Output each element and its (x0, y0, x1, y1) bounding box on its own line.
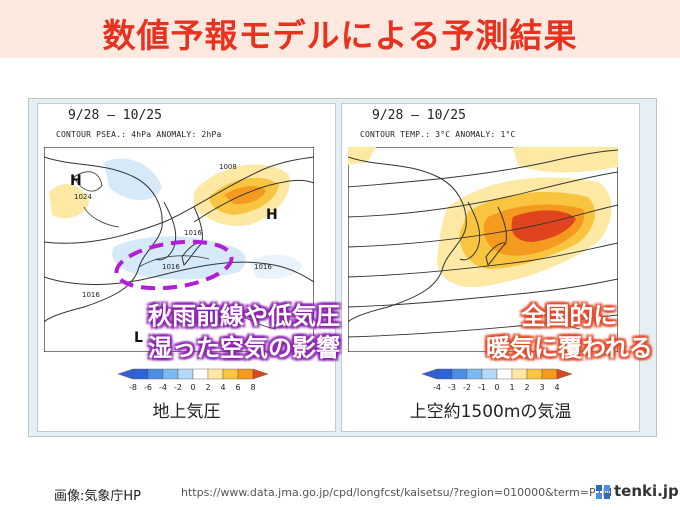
right-date: 9/28 – 10/25 (372, 108, 466, 123)
colorbar-segment (177, 368, 194, 380)
tenki-logo-icon (596, 484, 610, 499)
isobar-label: 1016 (162, 263, 180, 271)
colorbar-segment (237, 368, 254, 380)
colorbar-tick-label: 8 (250, 383, 255, 392)
left-date: 9/28 – 10/25 (68, 108, 162, 123)
page-title: 数値予報モデルによる予測結果 (102, 16, 578, 55)
temperature-map (348, 147, 618, 352)
source-url[interactable]: https://www.data.jma.go.jp/cpd/longfcst/… (181, 486, 613, 499)
colorbar-tick-label: -6 (144, 383, 152, 392)
colorbar-segment (192, 368, 209, 380)
right-contour-info: CONTOUR TEMP.: 3°C ANOMALY: 1°C (360, 130, 516, 139)
colorbar-segment (421, 368, 438, 380)
isobar-label: 1016 (184, 229, 202, 237)
colorbar-tick-label: 4 (554, 383, 559, 392)
left-callout: 秋雨前線や低気圧 湿った空気の影響 (148, 300, 340, 364)
colorbar-segment (222, 368, 239, 380)
colorbar-segment (207, 368, 224, 380)
colorbar-tick-label: -1 (478, 383, 486, 392)
right-callout-line2: 暖気に覆われる (486, 334, 653, 362)
image-credit: 画像:気象庁HP (54, 489, 141, 504)
colorbar-segment (252, 368, 269, 380)
isobar-label: 1016 (82, 291, 100, 299)
colorbar-tick-label: -2 (174, 383, 182, 392)
tenki-logo: tenki.jp (595, 482, 679, 500)
right-callout: 全国的に 暖気に覆われる (486, 300, 653, 364)
colorbar-segment (526, 368, 543, 380)
colorbar-segment (436, 368, 453, 380)
temperature-panel: 9/28 – 10/25 CONTOUR TEMP.: 3°C ANOMALY:… (341, 103, 640, 432)
low-pressure-label: L (134, 330, 143, 346)
title-bar: 数値予報モデルによる予測結果 (0, 0, 680, 58)
colorbar-tick-label: 3 (539, 383, 544, 392)
colorbar-tick-label: -8 (129, 383, 137, 392)
tenki-logo-text: tenki.jp (614, 482, 679, 500)
isobar-label: 1008 (219, 163, 237, 171)
colorbar-tick-label: -4 (159, 383, 167, 392)
right-callout-line1: 全国的に (521, 302, 618, 330)
pressure-anomaly-colorbar: -8 -6 -4 -2 0 2 4 6 8 (117, 368, 269, 392)
colorbar-tick-label: 0 (494, 383, 499, 392)
colorbar-segment (496, 368, 513, 380)
left-contour-info: CONTOUR PSEA.: 4hPa ANOMALY: 2hPa (56, 130, 222, 139)
left-callout-line2: 湿った空気の影響 (148, 334, 340, 362)
colorbar-tick-label: 6 (235, 383, 240, 392)
colorbar-segment (556, 368, 573, 380)
colorbar-tick-label: -4 (433, 383, 441, 392)
high-pressure-label-east: H (266, 207, 278, 223)
colorbar-segment (132, 368, 149, 380)
right-panel-caption: 上空約1500mの気温 (409, 402, 572, 422)
temperature-anomaly-colorbar: -4 -3 -2 -1 0 1 2 3 4 (421, 368, 573, 392)
colorbar-tick-label: -3 (448, 383, 456, 392)
surface-pressure-panel: 9/28 – 10/25 CONTOUR PSEA.: 4hPa ANOMALY… (37, 103, 336, 432)
isobar-label: 1016 (254, 263, 272, 271)
colorbar-segment (117, 368, 134, 380)
colorbar-tick-label: 1 (509, 383, 514, 392)
colorbar-tick-label: 2 (524, 383, 529, 392)
colorbar-segment (147, 368, 164, 380)
colorbar-tick-label: 2 (205, 383, 210, 392)
colorbar-segment (466, 368, 483, 380)
colorbar-segment (541, 368, 558, 380)
colorbar-tick-label: -2 (463, 383, 471, 392)
isobar-label: 1024 (74, 193, 92, 201)
colorbar-segment (451, 368, 468, 380)
left-panel-caption: 地上気圧 (152, 402, 221, 422)
colorbar-segment (511, 368, 528, 380)
colorbar-segment (162, 368, 179, 380)
colorbar-tick-label: 0 (190, 383, 195, 392)
colorbar-tick-label: 4 (220, 383, 225, 392)
surface-pressure-map: H H L 1024 1008 1016 1016 1016 1016 (44, 147, 314, 352)
left-callout-line1: 秋雨前線や低気圧 (148, 302, 340, 330)
colorbar-segment (481, 368, 498, 380)
high-pressure-label-west: H (70, 173, 82, 189)
